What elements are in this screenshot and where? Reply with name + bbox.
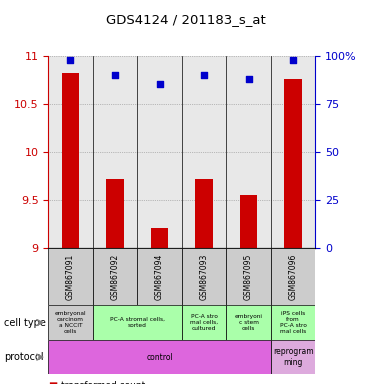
Point xyxy=(246,76,252,82)
Text: iPS cells
from
PC-A stro
mal cells: iPS cells from PC-A stro mal cells xyxy=(280,311,306,334)
Text: GSM867093: GSM867093 xyxy=(200,253,209,300)
Bar xyxy=(271,305,315,340)
Text: GSM867092: GSM867092 xyxy=(111,253,119,300)
Text: cell type: cell type xyxy=(4,318,46,328)
Bar xyxy=(106,179,124,248)
Text: GSM867096: GSM867096 xyxy=(289,253,298,300)
Bar xyxy=(48,305,93,340)
Bar xyxy=(182,248,226,305)
Bar xyxy=(284,79,302,248)
Text: transformed count: transformed count xyxy=(61,381,145,384)
Text: embryonal
carcinom
a NCCIT
cells: embryonal carcinom a NCCIT cells xyxy=(55,311,86,334)
Bar xyxy=(226,305,271,340)
Bar xyxy=(195,179,213,248)
Text: PC-A stro
mal cells,
cultured: PC-A stro mal cells, cultured xyxy=(190,314,218,331)
Bar xyxy=(271,248,315,305)
Text: PC-A stromal cells,
sorted: PC-A stromal cells, sorted xyxy=(110,317,165,328)
Text: GDS4124 / 201183_s_at: GDS4124 / 201183_s_at xyxy=(106,13,265,26)
Bar xyxy=(151,228,168,248)
Bar xyxy=(62,73,79,248)
Bar xyxy=(226,248,271,305)
Text: GSM867095: GSM867095 xyxy=(244,253,253,300)
Point xyxy=(201,72,207,78)
Point xyxy=(290,56,296,63)
Text: ■: ■ xyxy=(48,381,58,384)
Bar xyxy=(137,248,182,305)
Point xyxy=(157,81,162,88)
Text: GSM867091: GSM867091 xyxy=(66,253,75,300)
Text: protocol: protocol xyxy=(4,352,43,362)
Text: control: control xyxy=(146,353,173,362)
Bar xyxy=(240,195,257,248)
Bar xyxy=(182,305,226,340)
Text: reprogram
ming: reprogram ming xyxy=(273,348,313,367)
Text: embryoni
c stem
cells: embryoni c stem cells xyxy=(234,314,263,331)
Point xyxy=(112,72,118,78)
Bar xyxy=(48,248,93,305)
Bar xyxy=(48,340,271,374)
Bar xyxy=(271,340,315,374)
Bar xyxy=(93,305,182,340)
Point xyxy=(68,56,73,63)
Bar xyxy=(93,248,137,305)
Text: GSM867094: GSM867094 xyxy=(155,253,164,300)
